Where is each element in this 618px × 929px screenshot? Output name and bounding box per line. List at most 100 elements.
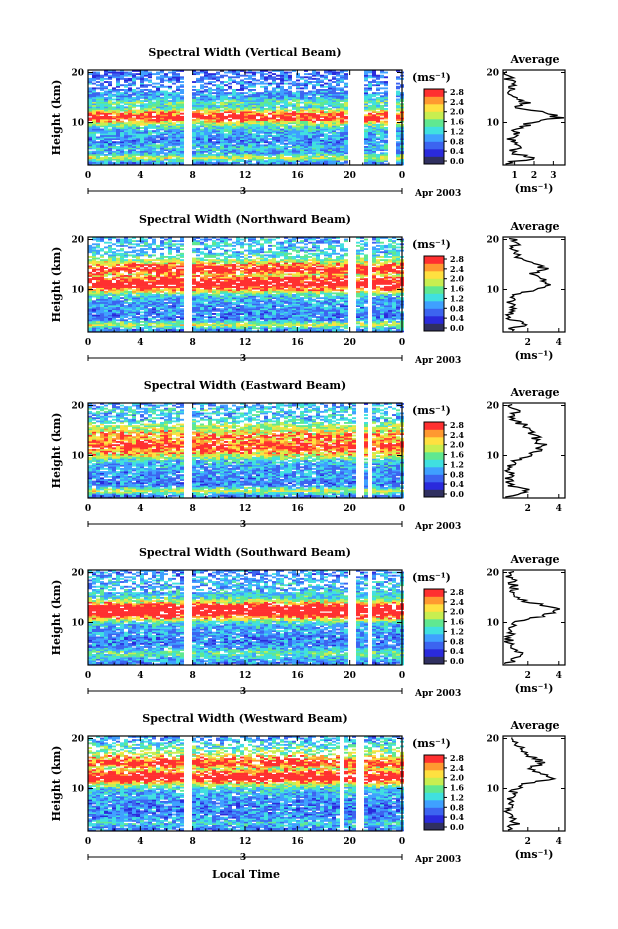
colorbar-tick-label: 0.0 [450,156,464,166]
y-tick-label: 20 [71,236,84,246]
colorbar-tick-label: 2.8 [450,254,464,264]
colorbar-tick-label: 0.8 [450,469,464,479]
date-label: Apr 2003 [414,855,461,865]
colorbar-tick-label: 0.0 [450,656,464,666]
panel-title: Spectral Width (Eastward Beam) [144,379,346,392]
colorbar-tick-label: 0.0 [450,489,464,499]
profile-x-tick-label: 3 [550,171,556,181]
panel-4: Spectral Width (Southward Beam)1020Heigh… [50,546,565,699]
colorbar-tick-label: 2.4 [450,97,464,107]
profile-line [506,239,551,332]
colorbar-tick-label: 2.8 [450,87,464,97]
colorbar-tick-label: 2.8 [450,420,464,430]
x-tick-label: 4 [137,837,143,847]
y-axis-label: Height (km) [50,413,63,489]
colorbar-tick-label: 2.4 [450,264,464,274]
x-tick-label: 4 [137,338,143,348]
profile-x-label: (ms⁻¹) [515,848,554,861]
date-label: Apr 2003 [414,189,461,199]
x-tick-label: 20 [343,671,356,681]
y-tick-label: 10 [71,452,84,462]
colorbar-band [424,286,444,294]
colorbar-tick-label: 2.4 [450,597,464,607]
colorbar-band [424,808,444,816]
colorbar-band [424,104,444,112]
x-tick-label: 8 [190,171,196,181]
x-tick-label: 8 [190,671,196,681]
colorbar-band [424,589,444,597]
colorbar-band [424,324,444,332]
colorbar-tick-label: 2.0 [450,607,464,617]
y-tick-label: 10 [71,619,84,629]
profile-x-label: (ms⁻¹) [515,682,554,695]
x-tick-label: 0 [399,671,405,681]
colorbar-unit: (ms⁻¹) [412,737,451,750]
date-label: Apr 2003 [414,356,461,366]
colorbar-tick-label: 1.2 [450,626,464,636]
colorbar-unit: (ms⁻¹) [412,238,451,251]
panel-1: Spectral Width (Vertical Beam)1020Height… [50,46,565,199]
colorbar-unit: (ms⁻¹) [412,71,451,84]
day-label: 3 [240,354,246,364]
colorbar-band [424,460,444,468]
colorbar-unit: (ms⁻¹) [412,571,451,584]
colorbar-tick-label: 0.4 [450,146,464,156]
colorbar-tick-label: 2.4 [450,430,464,440]
colorbar-band [424,815,444,823]
heatmap [88,736,404,831]
colorbar-tick-label: 1.2 [450,459,464,469]
colorbar-band [424,97,444,105]
profile-line [504,72,564,165]
x-tick-label: 16 [291,504,304,514]
colorbar-band [424,619,444,627]
date-label: Apr 2003 [414,689,461,699]
profile-y-tick-label: 20 [486,236,499,246]
panel-title: Spectral Width (Westward Beam) [142,712,347,725]
colorbar-band [424,800,444,808]
colorbar-tick-label: 2.0 [450,773,464,783]
profile-frame [503,237,565,332]
heatmap [88,570,404,665]
colorbar: 0.00.40.81.21.62.02.42.8(ms⁻¹) [412,71,464,166]
colorbar-band [424,437,444,445]
panel-2: Spectral Width (Northward Beam) 10 20 Heigh… [50,213,565,366]
colorbar-tick-label: 1.6 [450,617,464,627]
colorbar-tick-label: 2.4 [450,763,464,773]
colorbar-band [424,430,444,438]
profile-title: Average [509,386,559,399]
y-axis-label: Height (km) [50,247,63,323]
colorbar: 0.00.40.81.21.62.02.42.8(ms⁻¹) [412,571,464,666]
x-tick-label: 16 [291,171,304,181]
y-axis-label: Height (km) [50,746,63,822]
y-axis-label: Height (km) [50,80,63,156]
x-tick-label: 16 [291,837,304,847]
colorbar-tick-label: 1.6 [450,783,464,793]
profile-title: Average [509,220,559,233]
day-label: 3 [240,687,246,697]
x-tick-label: 0 [399,338,405,348]
profile-y-tick-label: 10 [486,619,499,629]
x-tick-label: 16 [291,338,304,348]
day-label: 3 [240,187,246,197]
colorbar-band [424,452,444,460]
colorbar-band [424,785,444,793]
profile-x-label: (ms⁻¹) [515,182,554,195]
x-tick-label: 12 [239,338,252,348]
profile-x-tick-label: 4 [556,504,562,514]
colorbar-band [424,445,444,453]
colorbar: 0.00.40.81.21.62.02.42.8(ms⁻¹) [412,238,464,333]
colorbar-tick-label: 2.0 [450,440,464,450]
y-tick-label: 10 [71,286,84,296]
colorbar-band [424,634,444,642]
x-tick-label: 4 [137,171,143,181]
x-tick-label: 8 [190,837,196,847]
profile-line [505,405,547,498]
colorbar-band [424,142,444,150]
x-tick-label: 20 [343,338,356,348]
colorbar-band [424,604,444,612]
colorbar-band [424,467,444,475]
colorbar-band [424,316,444,324]
panel-title: Spectral Width (Northward Beam) [139,213,351,226]
profile-y-tick-label: 10 [486,286,499,296]
